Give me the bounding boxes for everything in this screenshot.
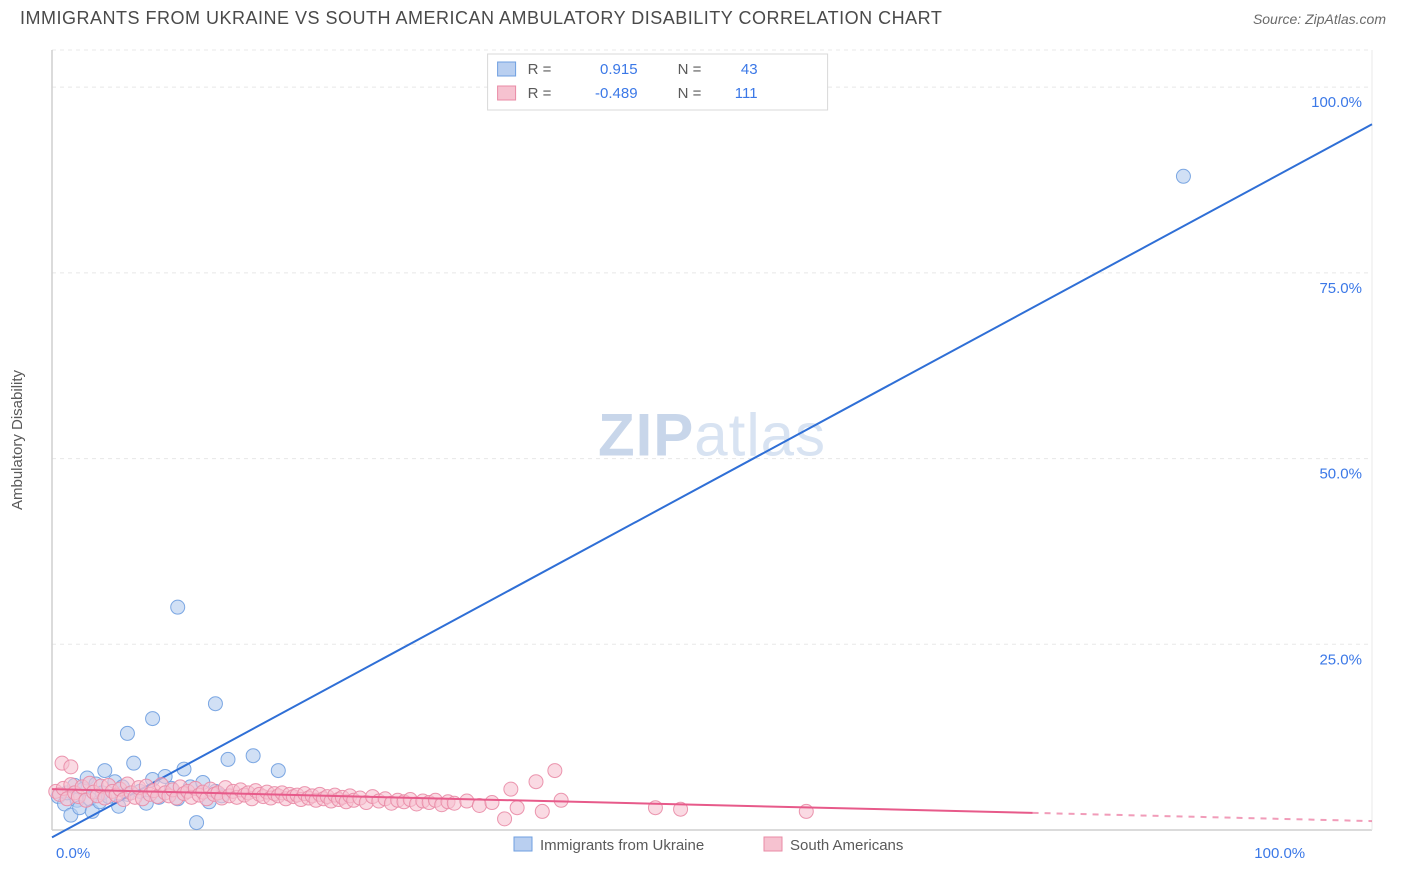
- point-ukraine: [271, 764, 285, 778]
- point-south_american: [554, 793, 568, 807]
- x-tick-label: 100.0%: [1254, 845, 1305, 862]
- stats-R-value-ukraine: 0.915: [600, 61, 638, 78]
- source-name: ZipAtlas.com: [1305, 11, 1386, 27]
- y-axis-label: Ambulatory Disability: [9, 369, 26, 510]
- trendline-ukraine: [52, 124, 1372, 837]
- x-tick-label: 0.0%: [56, 845, 90, 862]
- point-south_american: [510, 801, 524, 815]
- y-tick-label: 75.0%: [1319, 280, 1362, 297]
- legend-swatch-ukraine: [514, 837, 532, 851]
- y-tick-label: 50.0%: [1319, 466, 1362, 483]
- point-ukraine: [127, 756, 141, 770]
- y-tick-label: 100.0%: [1311, 94, 1362, 111]
- point-south_american: [529, 775, 543, 789]
- point-ukraine: [1176, 169, 1190, 183]
- point-south_american: [535, 804, 549, 818]
- point-south_american: [504, 782, 518, 796]
- point-ukraine: [146, 712, 160, 726]
- point-south_american: [548, 764, 562, 778]
- chart-source: Source: ZipAtlas.com: [1253, 11, 1386, 27]
- point-south_american: [498, 812, 512, 826]
- point-ukraine: [246, 749, 260, 763]
- legend-swatch-south_american: [764, 837, 782, 851]
- trendline-dashed-south_american: [1033, 813, 1372, 821]
- stats-R-label-south_american: R =: [528, 85, 552, 102]
- point-ukraine: [171, 600, 185, 614]
- watermark-text: ZIPatlas: [598, 402, 826, 469]
- point-ukraine: [190, 816, 204, 830]
- stats-N-value-ukraine: 43: [741, 61, 758, 78]
- stats-R-value-south_american: -0.489: [595, 85, 638, 102]
- point-south_american: [460, 794, 474, 808]
- point-south_american: [485, 796, 499, 810]
- legend-label-ukraine: Immigrants from Ukraine: [540, 837, 704, 854]
- stats-N-label-ukraine: N =: [678, 61, 702, 78]
- chart-header: IMMIGRANTS FROM UKRAINE VS SOUTH AMERICA…: [0, 0, 1406, 29]
- point-ukraine: [98, 764, 112, 778]
- chart-svg: ZIPatlas 25.0% 50.0% 75.0% 100.0% 0.0% 100.0% A…: [0, 40, 1406, 892]
- chart-title: IMMIGRANTS FROM UKRAINE VS SOUTH AMERICA…: [20, 8, 942, 29]
- stats-R-label-ukraine: R =: [528, 61, 552, 78]
- source-prefix: Source:: [1253, 11, 1305, 27]
- stats-swatch-south_american: [498, 86, 516, 100]
- stats-N-label-south_american: N =: [678, 85, 702, 102]
- point-ukraine: [208, 697, 222, 711]
- chart-area: ZIPatlas 25.0% 50.0% 75.0% 100.0% 0.0% 100.0% A…: [0, 40, 1406, 892]
- legend-label-south_american: South Americans: [790, 837, 903, 854]
- y-tick-label: 25.0%: [1319, 651, 1362, 668]
- point-ukraine: [120, 726, 134, 740]
- point-south_american: [64, 760, 78, 774]
- point-ukraine: [221, 752, 235, 766]
- stats-N-value-south_american: 111: [735, 85, 758, 102]
- stats-swatch-ukraine: [498, 62, 516, 76]
